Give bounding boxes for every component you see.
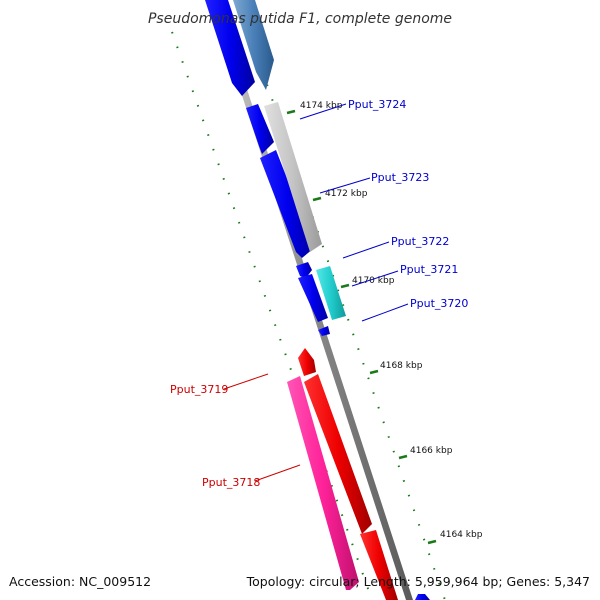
cds-outer-1: [233, 0, 274, 90]
accession-text: Accession: NC_009512: [9, 574, 151, 589]
gene-label-pput-3718[interactable]: Pput_3718: [202, 476, 260, 489]
cds-outer-5: [360, 530, 398, 600]
gene-label-pput-3724[interactable]: Pput_3724: [348, 98, 406, 111]
scale-label-4168: 4168 kbp: [380, 361, 423, 371]
cds-inner-6: [318, 326, 330, 336]
scale-label-4174: 4174 kbp: [300, 101, 343, 111]
cds-inner-5: [298, 274, 328, 322]
cds-inner-pink: [287, 376, 359, 590]
scale-label-4166: 4166 kbp: [410, 446, 453, 456]
scale-label-4172: 4172 kbp: [325, 189, 368, 199]
scale-label-4164: 4164 kbp: [440, 530, 483, 540]
cds-inner-red-1: [298, 348, 316, 376]
cds-inner-1: [205, 0, 255, 96]
cds-outer-6: [415, 594, 430, 600]
gene-label-pput-3720[interactable]: Pput_3720: [410, 297, 468, 310]
cds-outer-3: [316, 266, 346, 320]
cds-outer-4: [304, 374, 372, 534]
gene-label-leaders: [223, 103, 409, 482]
gene-label-pput-3719[interactable]: Pput_3719: [170, 383, 228, 396]
gene-label-pput-3721[interactable]: Pput_3721: [400, 263, 458, 276]
gene-label-pput-3723[interactable]: Pput_3723: [371, 171, 429, 184]
scale-ticks: [286, 109, 437, 545]
scale-label-4170: 4170 kbp: [352, 276, 395, 286]
genome-summary-text: Topology: circular; Length: 5,959,964 bp…: [246, 574, 590, 589]
cds-inner-2: [246, 104, 274, 154]
map-title: Pseudomonas putida F1, complete genome: [148, 11, 452, 27]
cds-inner-4: [296, 262, 312, 278]
gene-label-pput-3722[interactable]: Pput_3722: [391, 235, 449, 248]
cds-inner-3: [260, 150, 314, 258]
cds-outer-2: [264, 102, 322, 252]
